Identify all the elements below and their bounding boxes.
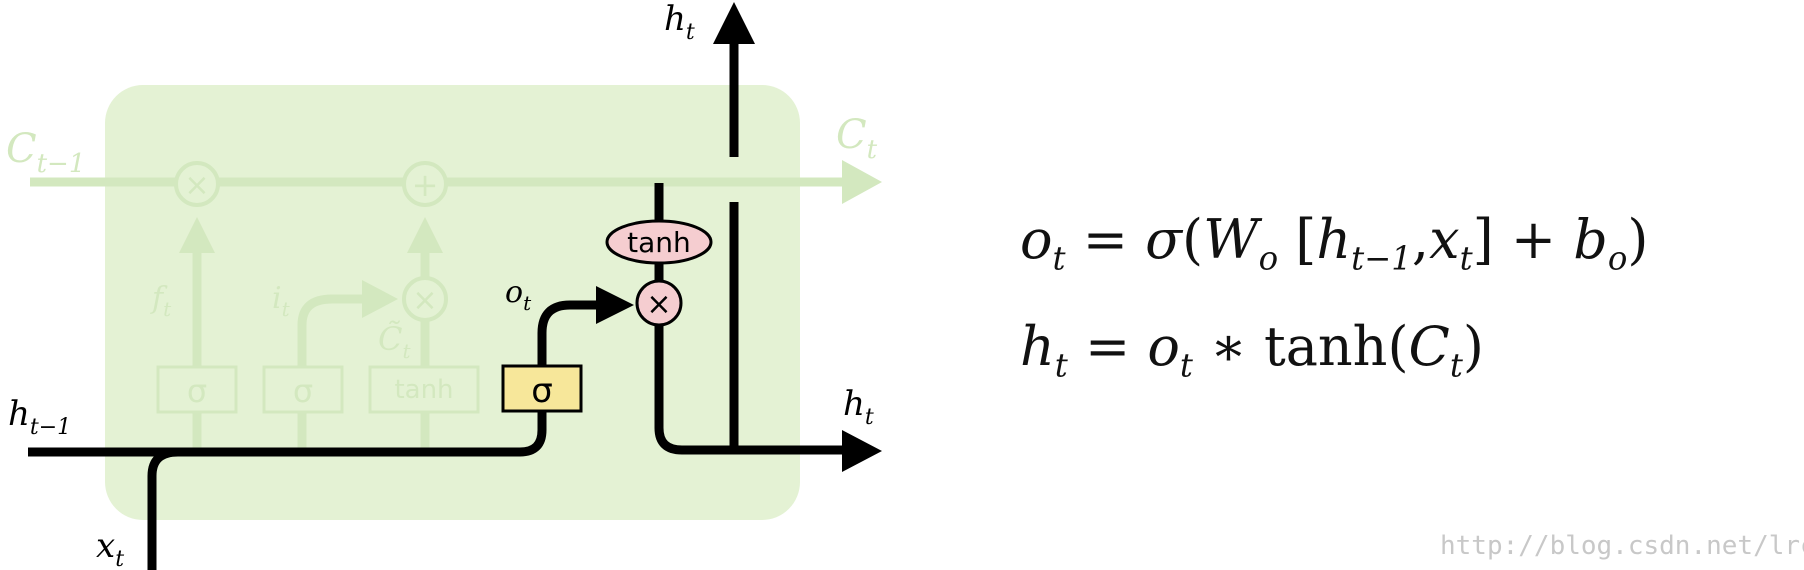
hidden-right-label: ht (843, 384, 874, 430)
cell-out-label: Ct (836, 112, 878, 165)
input-gate-label: σ (293, 372, 313, 410)
tanh-op-label: tanh (627, 226, 691, 259)
hidden-state-equation: ht = ot ∗ tanh(Ct) (1020, 320, 1484, 382)
hidden-out-arrowhead (842, 430, 882, 472)
add-symbol: + (412, 166, 439, 204)
output-gate-equation: ot = σ(Wo [ht−1,xt] + bo) (1020, 213, 1648, 275)
cell-state-arrowhead (842, 160, 882, 204)
candidate-gate-label: tanh (394, 375, 453, 405)
hidden-prev-label: ht−1 (8, 394, 71, 440)
output-mult-symbol: × (646, 287, 671, 322)
forget-mult-symbol: × (184, 168, 209, 203)
input-mult-symbol: × (412, 283, 437, 318)
cell-prev-label: Ct−1 (6, 126, 85, 179)
output-gate-label: σ (531, 371, 553, 411)
hidden-top-label: ht (664, 0, 695, 45)
forget-gate-label: σ (187, 372, 207, 410)
hidden-top-arrowhead (713, 2, 755, 44)
input-x-label: xt (96, 526, 124, 570)
lstm-output-gate-diagram: × × + σ σ tanh ft it C̃t Ct−1 Ct (0, 0, 900, 570)
watermark: http://blog.csdn.net/lrc (1440, 531, 1804, 561)
